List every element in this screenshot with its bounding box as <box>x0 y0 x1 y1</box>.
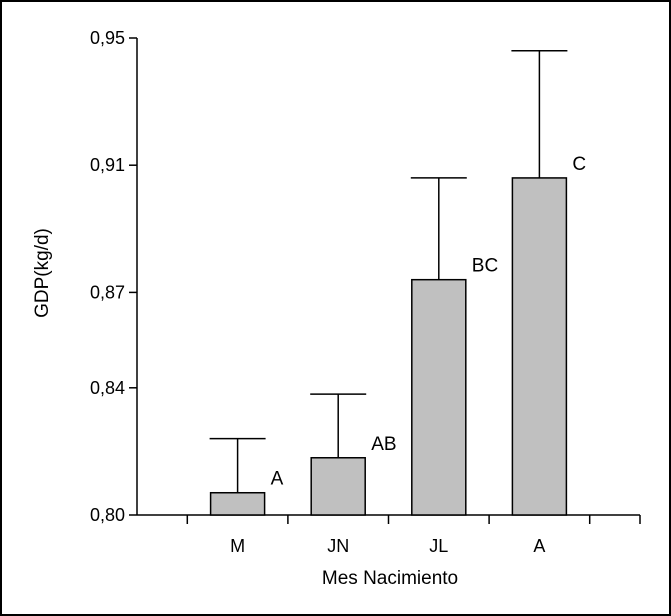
bars: A AB BC C <box>209 49 586 516</box>
group-letter-label: A <box>271 469 284 490</box>
x-tick-label: M <box>230 536 245 556</box>
bar <box>310 457 366 516</box>
y-tick-label: 0,80 <box>90 505 125 525</box>
bar <box>411 278 467 516</box>
y-tick-label: 0,91 <box>90 155 125 175</box>
y-axis-label: GDP(kg/d) <box>32 228 53 318</box>
bar <box>511 177 568 516</box>
x-tick-label: JN <box>327 536 349 556</box>
y-tick-label: 0,87 <box>90 282 125 302</box>
bar <box>209 491 266 516</box>
x-tick-label: JL <box>429 536 448 556</box>
y-axis: 0,80 0,84 0,87 0,91 0,95 <box>90 28 138 525</box>
x-tick-label: A <box>533 536 545 556</box>
group-letter-label: AB <box>371 434 396 455</box>
group-letter-label: BC <box>472 256 498 277</box>
y-tick-label: 0,95 <box>90 28 125 48</box>
x-axis-label: Mes Nacimiento <box>322 568 458 589</box>
group-letter-label: C <box>572 154 586 175</box>
y-tick-label: 0,84 <box>90 378 125 398</box>
